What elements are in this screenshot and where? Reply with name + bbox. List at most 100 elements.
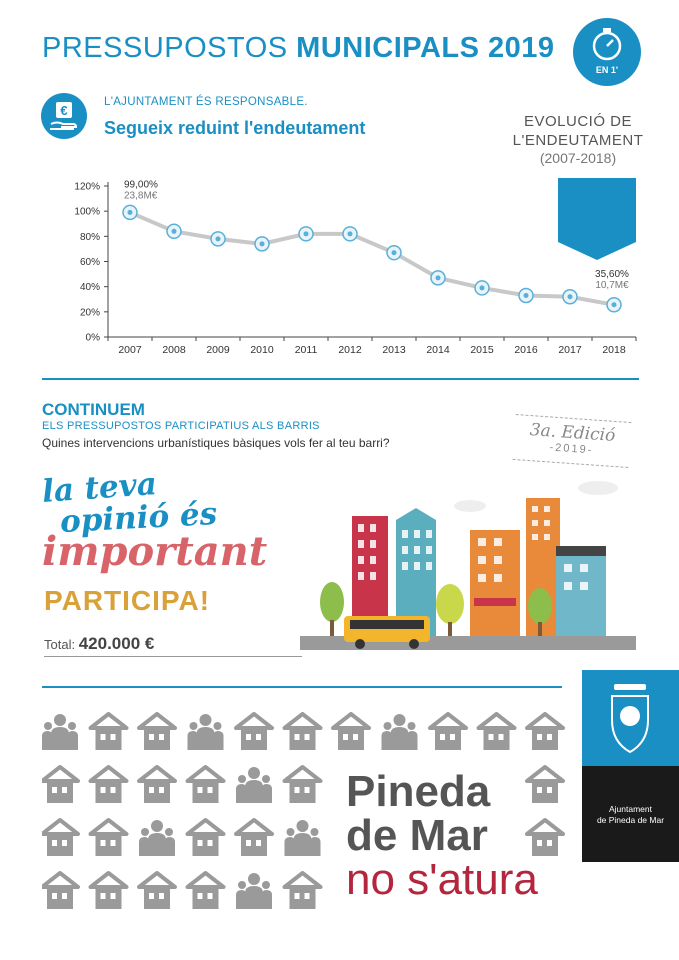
logo-line1: Ajuntament xyxy=(609,804,652,814)
house-icon xyxy=(476,712,517,750)
evolution-title: EVOLUCIÓ DE L'ENDEUTAMENT xyxy=(508,112,648,150)
series-line xyxy=(129,210,615,307)
participation-question: Quines intervencions urbanístiques bàsiq… xyxy=(42,436,390,450)
total-budget: Total: 420.000 € xyxy=(44,634,154,654)
logo-text: Ajuntament de Pineda de Mar xyxy=(582,804,679,826)
data-point-dot xyxy=(259,241,265,247)
y-tick-label: 20% xyxy=(80,307,100,318)
x-tick-label: 2015 xyxy=(470,344,494,356)
x-tick-label: 2008 xyxy=(162,344,186,356)
participa-cta: PARTICIPA! xyxy=(44,585,211,616)
x-tick-label: 2013 xyxy=(382,344,406,356)
evolution-title-line2: L'ENDEUTAMENT xyxy=(512,132,644,149)
debt-line-chart: 0% 20% 40% 60% 80% 100% 120% 2007 2008 2009 2010 20… xyxy=(74,179,637,356)
house-icon xyxy=(137,765,177,803)
data-point-dot xyxy=(127,209,133,215)
house-icon xyxy=(42,818,80,856)
houses-people-pattern xyxy=(42,712,565,909)
data-point-dot xyxy=(611,302,617,308)
x-tick-label: 2010 xyxy=(250,344,274,356)
divider-1 xyxy=(42,378,639,380)
data-point-dot xyxy=(523,292,529,298)
data-point-dot xyxy=(435,275,441,281)
participation-subtitle: ELS PRESSUPOSTOS PARTICIPATIUS ALS BARRI… xyxy=(42,420,320,432)
data-point-dot xyxy=(215,236,221,242)
x-tick-label: 2014 xyxy=(426,344,450,356)
logo-emblem-panel xyxy=(582,670,679,766)
data-point-dot xyxy=(567,294,573,300)
y-tick-label: 40% xyxy=(80,282,100,293)
down-arrow-banner xyxy=(558,178,636,260)
house-icon xyxy=(42,765,80,803)
pineda-slogan: Pineda de Mar no s'atura xyxy=(346,770,538,902)
people-icon xyxy=(42,714,78,750)
pineda-line3: no s'atura xyxy=(346,855,538,904)
evolution-title-line1: EVOLUCIÓ DE xyxy=(523,113,633,130)
title-light: PRESSUPOSTOS xyxy=(42,32,288,64)
logo-text-panel: Ajuntament de Pineda de Mar xyxy=(582,766,679,862)
house-icon xyxy=(331,712,371,750)
house-icon xyxy=(185,765,226,803)
x-tick-label: 2012 xyxy=(338,344,362,356)
stopwatch-icon xyxy=(592,28,622,61)
x-tick-label: 2007 xyxy=(118,344,142,356)
divider-2 xyxy=(42,686,562,688)
badge-label: EN 1' xyxy=(595,65,619,75)
y-tick-label: 80% xyxy=(80,232,100,243)
y-tick-label: 120% xyxy=(74,182,100,193)
people-icon xyxy=(236,873,272,909)
municipal-logo: Ajuntament de Pineda de Mar xyxy=(582,670,679,862)
x-tick-label: 2018 xyxy=(602,344,626,356)
house-icon xyxy=(525,765,565,803)
house-icon xyxy=(234,818,274,856)
people-icon xyxy=(139,820,175,856)
annotation-amount: 10,7M€ xyxy=(595,280,629,291)
house-icon xyxy=(88,712,129,750)
house-icon xyxy=(282,871,323,909)
people-icon xyxy=(284,820,321,856)
data-point-dot xyxy=(391,250,397,256)
house-icon xyxy=(42,871,80,909)
x-tick-label: 2017 xyxy=(558,344,582,356)
euro-hand-icon: € xyxy=(41,93,87,139)
pineda-line1: Pineda xyxy=(346,767,491,816)
people-icon xyxy=(187,714,224,750)
x-tick-label: 2009 xyxy=(206,344,230,356)
edition-stamp: 3a. Edició -2019- xyxy=(512,414,632,468)
slogan-line3: important xyxy=(42,528,268,575)
house-icon xyxy=(525,818,565,856)
total-label: Total: xyxy=(44,637,76,652)
page-title: PRESSUPOSTOS MUNICIPALS 2019 xyxy=(42,32,555,65)
data-point-dot xyxy=(171,228,177,234)
total-underline xyxy=(44,656,302,657)
debt-caption: L'AJUNTAMENT ÉS RESPONSABLE. xyxy=(104,96,308,108)
y-tick-label: 0% xyxy=(86,333,101,344)
city-illustration xyxy=(300,481,636,650)
house-icon xyxy=(282,712,323,750)
debt-subtitle: Segueix reduint l'endeutament xyxy=(104,118,366,138)
house-icon xyxy=(185,818,226,856)
house-icon xyxy=(428,712,468,750)
total-amount: 420.000 € xyxy=(78,634,155,653)
house-icon xyxy=(137,712,177,750)
house-icon xyxy=(88,871,129,909)
house-icon xyxy=(137,871,177,909)
shield-crest-icon xyxy=(611,684,649,754)
pineda-line2: de Mar xyxy=(346,811,488,860)
people-icon xyxy=(381,714,418,750)
data-point-dot xyxy=(347,231,353,237)
data-point-dot xyxy=(303,231,309,237)
annotation-amount: 23,8M€ xyxy=(124,190,158,201)
logo-line2: de Pineda de Mar xyxy=(596,815,665,825)
house-icon xyxy=(88,818,129,856)
house-icon xyxy=(88,765,129,803)
evolution-years: (2007-2018) xyxy=(539,150,617,166)
x-tick-label: 2011 xyxy=(295,344,318,356)
y-tick-label: 100% xyxy=(74,207,100,218)
people-icon xyxy=(236,767,272,803)
title-bold: MUNICIPALS 2019 xyxy=(296,32,555,64)
house-icon xyxy=(234,712,274,750)
annotation-percent: 99,00% xyxy=(124,179,158,190)
house-icon xyxy=(185,871,226,909)
stopwatch-badge: EN 1' xyxy=(573,18,641,86)
